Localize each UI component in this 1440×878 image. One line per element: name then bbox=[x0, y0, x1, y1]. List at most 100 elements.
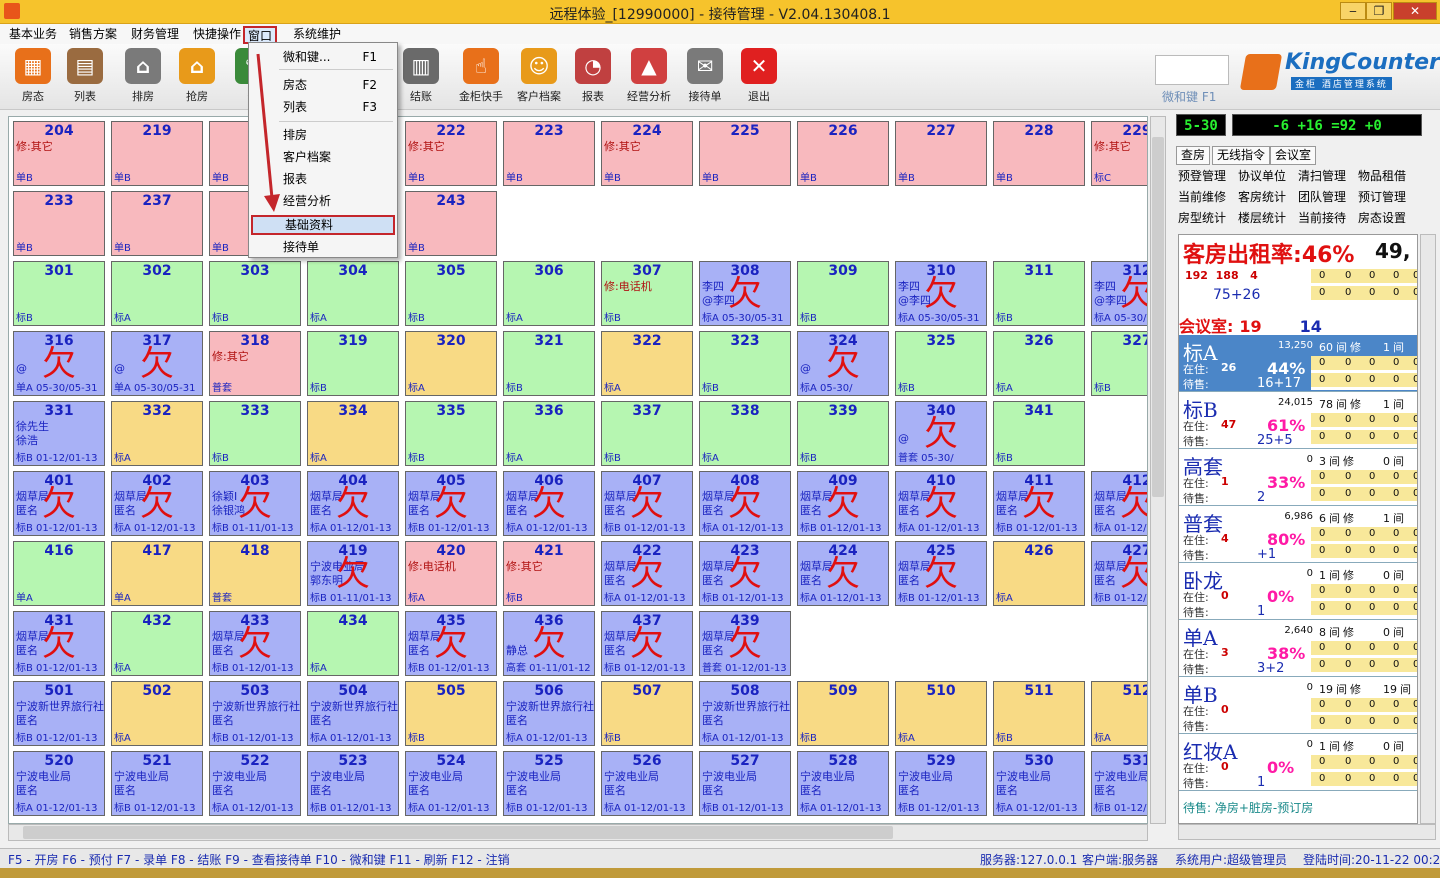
room-tile[interactable]: 421 修:其它 标B bbox=[503, 541, 595, 606]
room-tile[interactable]: 510 标A bbox=[895, 681, 987, 746]
toolbar-button-0[interactable]: ▦ 房态 bbox=[8, 48, 58, 108]
room-tile[interactable]: 416 单A bbox=[13, 541, 105, 606]
toolbar-button-9[interactable]: ▲ 经营分析 bbox=[624, 48, 674, 108]
toolbar-button-2[interactable]: ⌂ 排房 bbox=[118, 48, 168, 108]
room-tile[interactable]: 434 标A bbox=[307, 611, 399, 676]
room-tile[interactable]: 301 标B bbox=[13, 261, 105, 326]
toolbar-button-8[interactable]: ◔ 报表 bbox=[568, 48, 618, 108]
right-function-button[interactable]: 当前接待 bbox=[1298, 211, 1347, 225]
menu-finance[interactable]: 财务管理 bbox=[131, 27, 180, 41]
dropdown-item-2[interactable]: 列表 F3 bbox=[251, 97, 395, 117]
room-tile[interactable]: 225 单B bbox=[699, 121, 791, 186]
room-tile[interactable]: 509 标B bbox=[797, 681, 889, 746]
restore-button[interactable]: ❐ bbox=[1366, 2, 1392, 20]
room-tile[interactable]: 523 宁波电业局 匿名 标B 01-12/01-13 bbox=[307, 751, 399, 816]
room-tile[interactable]: 340 @ 普套 05-30/欠 bbox=[895, 401, 987, 466]
room-tile[interactable]: 503 宁波新世界旅行社 匿名 标B 01-12/01-13 bbox=[209, 681, 301, 746]
room-tile[interactable]: 435 烟草局 匿名 标B 01-12/01-13 欠 bbox=[405, 611, 497, 676]
room-tile[interactable]: 226 单B bbox=[797, 121, 889, 186]
room-tile[interactable]: 308 李四 @李四 标A 05-30/05-31 欠 bbox=[699, 261, 791, 326]
room-tile[interactable]: 521 宁波电业局 匿名 标B 01-12/01-13 bbox=[111, 751, 203, 816]
right-function-button[interactable]: 物品租借 bbox=[1358, 169, 1407, 183]
room-tile[interactable]: 323 标B bbox=[699, 331, 791, 396]
room-tile[interactable]: 531宁波电业局匿名标B 01-12/ bbox=[1091, 751, 1147, 816]
room-tile[interactable]: 403 徐颖I 徐银鸿 标B 01-11/01-13 欠 bbox=[209, 471, 301, 536]
right-tab-2[interactable]: 会议室 bbox=[1270, 146, 1317, 165]
dropdown-item-5[interactable]: 报表 bbox=[251, 169, 395, 189]
room-tile[interactable]: 402 烟草局 匿名 标A 01-12/01-13 欠 bbox=[111, 471, 203, 536]
room-tile[interactable]: 410 烟草局 匿名 标A 01-12/01-13 欠 bbox=[895, 471, 987, 536]
room-tile[interactable]: 417 单A bbox=[111, 541, 203, 606]
room-tile[interactable]: 522 宁波电业局 匿名 标A 01-12/01-13 bbox=[209, 751, 301, 816]
room-tile[interactable]: 506 宁波新世界旅行社 匿名 标A 01-12/01-13 bbox=[503, 681, 595, 746]
right-function-button[interactable]: 预订管理 bbox=[1358, 190, 1407, 204]
room-tile[interactable]: 436 静总 高套 01-11/01-12 欠 bbox=[503, 611, 595, 676]
room-tile[interactable]: 424 烟草局 匿名 标A 01-12/01-13 欠 bbox=[797, 541, 889, 606]
room-tile[interactable]: 316 @ 单A 05-30/05-31 欠 bbox=[13, 331, 105, 396]
toolbar-button-5[interactable]: ▥ 结账 bbox=[396, 48, 446, 108]
room-tile[interactable]: 418 普套 bbox=[209, 541, 301, 606]
room-tile[interactable]: 512 标A bbox=[1091, 681, 1147, 746]
room-tile[interactable]: 335 标B bbox=[405, 401, 497, 466]
right-function-button[interactable]: 预登管理 bbox=[1178, 169, 1227, 183]
right-function-button[interactable]: 协议单位 bbox=[1238, 169, 1287, 183]
room-tile[interactable]: 327 标B bbox=[1091, 331, 1147, 396]
room-tile[interactable]: 219 单B bbox=[111, 121, 203, 186]
dropdown-item-7[interactable]: 基础资料 bbox=[251, 215, 395, 235]
room-tile[interactable]: 419 宁波电业局 郭东明 标B 01-11/01-13 欠 bbox=[307, 541, 399, 606]
room-tile[interactable]: 502 标A bbox=[111, 681, 203, 746]
toolbar-button-6[interactable]: ☝ 金柜快手 bbox=[456, 48, 506, 108]
room-tile[interactable]: 437 烟草局 匿名 标B 01-12/01-13 欠 bbox=[601, 611, 693, 676]
right-function-button[interactable]: 当前维修 bbox=[1178, 190, 1227, 204]
dropdown-item-0[interactable]: 微和键... F1 bbox=[251, 47, 395, 67]
room-tile[interactable]: 408 烟草局 匿名 标A 01-12/01-13 欠 bbox=[699, 471, 791, 536]
room-tile[interactable]: 237 单B bbox=[111, 191, 203, 256]
room-tile[interactable]: 321 标B bbox=[503, 331, 595, 396]
stats-vertical-scrollbar[interactable] bbox=[1420, 234, 1436, 824]
right-tab-1[interactable]: 无线指令 bbox=[1212, 146, 1271, 165]
room-tile[interactable]: 412烟草局匿名标A 01-12/欠 bbox=[1091, 471, 1147, 536]
right-function-button[interactable]: 房型统计 bbox=[1178, 211, 1227, 225]
room-tile[interactable]: 204 修:其它 单B bbox=[13, 121, 105, 186]
room-tile[interactable]: 529 宁波电业局 匿名 标B 01-12/01-13 bbox=[895, 751, 987, 816]
room-tile[interactable]: 504 宁波新世界旅行社 匿名 标A 01-12/01-13 bbox=[307, 681, 399, 746]
room-tile[interactable]: 305 标B bbox=[405, 261, 497, 326]
room-tile[interactable]: 508 宁波新世界旅行社 匿名 标A 01-12/01-13 bbox=[699, 681, 791, 746]
right-function-button[interactable]: 客房统计 bbox=[1238, 190, 1287, 204]
room-grid-horizontal-scrollbar[interactable] bbox=[8, 824, 1148, 841]
room-grid-vertical-scrollbar[interactable] bbox=[1150, 116, 1166, 824]
room-tile[interactable]: 401 烟草局 匿名 标B 01-12/01-13 欠 bbox=[13, 471, 105, 536]
toolbar-button-10[interactable]: ✉ 接待单 bbox=[680, 48, 730, 108]
room-tile[interactable]: 228 单B bbox=[993, 121, 1085, 186]
minimize-button[interactable]: ‒ bbox=[1340, 2, 1366, 20]
room-tile[interactable]: 307 修:电话机 标B bbox=[601, 261, 693, 326]
room-tile[interactable]: 406 烟草局 匿名 标A 01-12/01-13 欠 bbox=[503, 471, 595, 536]
room-tile[interactable]: 332 标A bbox=[111, 401, 203, 466]
room-tile[interactable]: 322 标A bbox=[601, 331, 693, 396]
room-tile[interactable]: 331 徐先生 徐浩 标B 01-12/01-13 bbox=[13, 401, 105, 466]
room-tile[interactable]: 309 标B bbox=[797, 261, 889, 326]
hotkey-input[interactable] bbox=[1155, 55, 1229, 85]
room-tile[interactable]: 425 烟草局 匿名 标B 01-12/01-13 欠 bbox=[895, 541, 987, 606]
room-tile[interactable]: 318 修:其它 普套 bbox=[209, 331, 301, 396]
room-tile[interactable]: 324 @ 标A 05-30/欠 bbox=[797, 331, 889, 396]
room-tile[interactable]: 227 单B bbox=[895, 121, 987, 186]
menu-quick-ops[interactable]: 快捷操作 bbox=[193, 27, 242, 41]
room-tile[interactable]: 505 标B bbox=[405, 681, 497, 746]
room-tile[interactable]: 420 修:电话机 标A bbox=[405, 541, 497, 606]
room-tile[interactable]: 333 标B bbox=[209, 401, 301, 466]
menu-system[interactable]: 系统维护 bbox=[293, 27, 342, 41]
room-tile[interactable]: 432 标A bbox=[111, 611, 203, 676]
room-tile[interactable]: 507 标B bbox=[601, 681, 693, 746]
room-tile[interactable]: 427烟草局匿名标B 01-12/欠 bbox=[1091, 541, 1147, 606]
room-tile[interactable]: 317 @ 单A 05-30/05-31 欠 bbox=[111, 331, 203, 396]
room-tile[interactable]: 223 单B bbox=[503, 121, 595, 186]
dropdown-item-6[interactable]: 经营分析 bbox=[251, 191, 395, 211]
room-tile[interactable]: 326 标A bbox=[993, 331, 1085, 396]
room-tile[interactable]: 320 标A bbox=[405, 331, 497, 396]
scroll-thumb[interactable] bbox=[1152, 137, 1164, 497]
menu-basic-business[interactable]: 基本业务 bbox=[9, 27, 58, 41]
room-tile[interactable]: 222 修:其它 单B bbox=[405, 121, 497, 186]
